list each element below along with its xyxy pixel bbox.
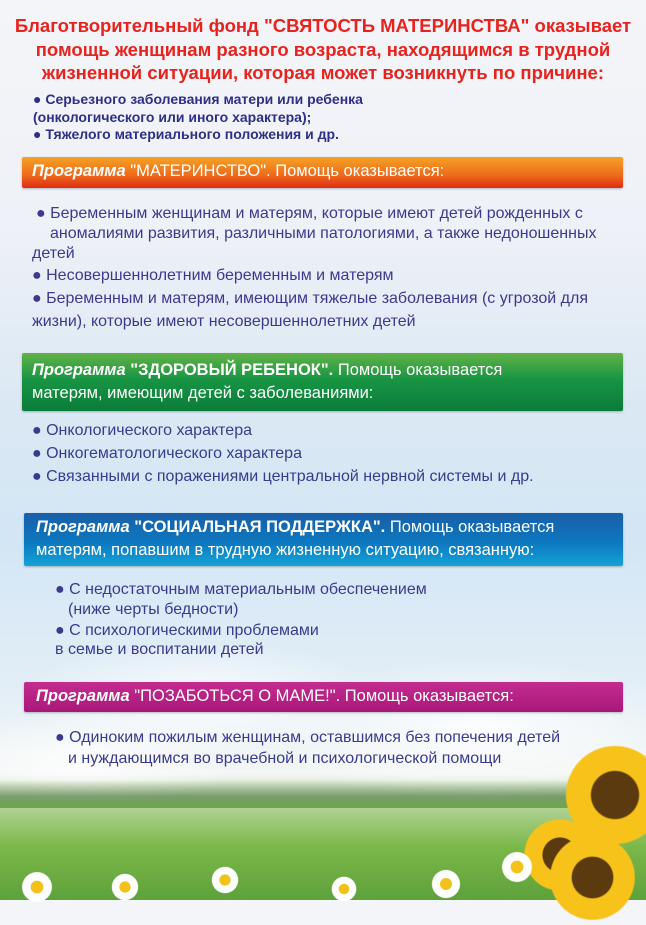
reason-item: (онкологического или иного характера); [33,108,312,125]
list-item: ● Онкологического характера [32,422,252,439]
foundation-intro-title: Благотворительный фонд "СВЯТОСТЬ МАТЕРИН… [0,14,646,85]
title-line: помощь женщинам разного возраста, находя… [35,38,611,60]
program-name: "МАТЕРИНСТВО". [130,162,271,180]
list-item: ● Беременным и матерям, имеющим тяжелые … [32,290,588,307]
sunflower-image [545,830,640,925]
program-description-cont: матерям, попавшим в трудную жизненную си… [36,541,535,559]
program-description: Помощь оказывается: [344,687,514,705]
program-social-support-banner: Программа "СОЦИАЛЬНАЯ ПОДДЕРЖКА". Помощь… [24,513,623,566]
program-name: "ПОЗАБОТЬСЯ О МАМЕ!". [134,687,341,705]
program-prefix: Программа [32,361,126,379]
daisy-image [20,870,54,904]
reasons-list: ● Серьезного заболевания матери или ребе… [33,91,363,144]
program-prefix: Программа [32,162,126,180]
program-healthy-child-banner: Программа "ЗДОРОВЫЙ РЕБЕНОК". Помощь ока… [22,353,623,411]
list-item: в семье и воспитании детей [55,641,264,658]
program-description: Помощь оказывается [389,518,555,536]
program-name: "ЗДОРОВЫЙ РЕБЕНОК". [130,361,334,379]
title-line: Благотворительный фонд "СВЯТОСТЬ МАТЕРИН… [14,15,632,36]
daisy-image [500,850,534,884]
list-item: детей [32,245,75,262]
list-item: и нуждающимся во врачебной и психологиче… [68,750,502,767]
list-item: ● Беременным женщинам и матерям, которые… [36,205,583,222]
treeline-background [0,780,646,808]
list-item: ● Связанными с поражениями центральной н… [32,468,534,485]
program-name: "СОЦИАЛЬНАЯ ПОДДЕРЖКА". [134,518,386,536]
program-description: Помощь оказывается [337,361,503,379]
list-item: аномалиями развития, различными патологи… [50,225,597,242]
program-prefix: Программа [36,518,130,536]
program-prefix: Программа [36,687,130,705]
list-item: (ниже черты бедности) [68,601,239,618]
list-item: жизни), которые имеют несовершеннолетних… [32,313,416,330]
list-item: ● Несовершеннолетним беременным и матеря… [32,267,394,284]
list-item: ● Одиноким пожилым женщинам, оставшимся … [55,729,561,746]
program-care-for-mom-banner: Программа "ПОЗАБОТЬСЯ О МАМЕ!". Помощь о… [24,682,623,712]
daisy-image [210,865,240,895]
program-description: Помощь оказывается: [275,162,445,180]
list-item: ● С психологическими проблемами [55,622,319,639]
list-item: ● С недостаточным материальным обеспечен… [55,581,427,598]
list-item: ● Онкогематологического характера [32,445,302,462]
reason-item: ● Тяжелого материального положения и др. [33,126,339,142]
program-description-cont: матерям, имеющим детей с заболеваниями: [32,384,374,402]
reason-item: ● Серьезного заболевания матери или ребе… [33,91,363,107]
daisy-image [430,868,462,900]
title-line: жизненной ситуации, которая может возник… [42,62,604,83]
daisy-image [110,872,140,902]
daisy-image [330,875,358,903]
sky-clouds-background [0,560,646,800]
program-maternity-banner: Программа "МАТЕРИНСТВО". Помощь оказывае… [22,157,623,188]
